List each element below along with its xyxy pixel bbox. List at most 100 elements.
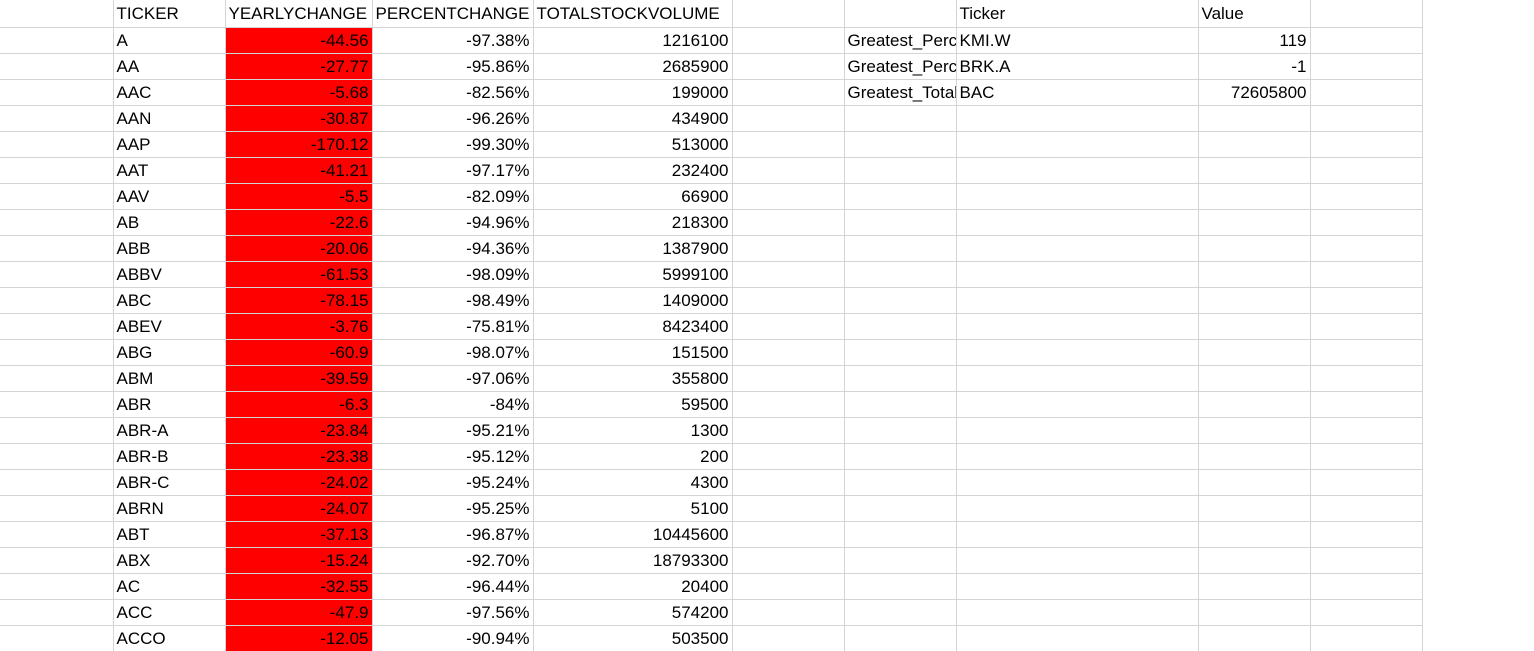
empty-cell[interactable] bbox=[956, 261, 1199, 288]
empty-cell[interactable] bbox=[1198, 235, 1311, 262]
summary-value[interactable]: -1 bbox=[1198, 53, 1311, 80]
empty-cell[interactable] bbox=[732, 599, 845, 626]
yearly-change-cell[interactable]: -39.59 bbox=[225, 365, 373, 392]
ticker-cell[interactable]: AA bbox=[113, 53, 226, 80]
empty-cell[interactable] bbox=[732, 287, 845, 314]
yearly-change-cell[interactable]: -30.87 bbox=[225, 105, 373, 132]
summary-ticker[interactable]: KMI.W bbox=[956, 27, 1199, 54]
row-gutter-cell[interactable] bbox=[0, 313, 114, 340]
volume-cell[interactable]: 4300 bbox=[533, 469, 733, 496]
yearly-change-cell[interactable]: -41.21 bbox=[225, 157, 373, 184]
empty-cell[interactable] bbox=[1198, 391, 1311, 418]
empty-cell[interactable] bbox=[844, 599, 957, 626]
row-gutter-cell[interactable] bbox=[0, 469, 114, 496]
empty-cell[interactable] bbox=[732, 79, 845, 106]
row-gutter-cell[interactable] bbox=[0, 391, 114, 418]
yearly-change-cell[interactable]: -24.02 bbox=[225, 469, 373, 496]
volume-cell[interactable]: 10445600 bbox=[533, 521, 733, 548]
volume-cell[interactable]: 355800 bbox=[533, 365, 733, 392]
empty-cell[interactable] bbox=[732, 495, 845, 522]
ticker-cell[interactable]: A bbox=[113, 27, 226, 54]
empty-cell[interactable] bbox=[956, 183, 1199, 210]
empty-cell[interactable] bbox=[1310, 27, 1423, 54]
empty-cell[interactable] bbox=[956, 547, 1199, 574]
percent-change-cell[interactable]: -95.24% bbox=[372, 469, 534, 496]
ticker-cell[interactable]: ABX bbox=[113, 547, 226, 574]
empty-cell[interactable] bbox=[1310, 53, 1423, 80]
empty-cell[interactable] bbox=[1198, 157, 1311, 184]
empty-cell[interactable] bbox=[732, 27, 845, 54]
percent-change-cell[interactable]: -99.30% bbox=[372, 131, 534, 158]
row-gutter-cell[interactable] bbox=[0, 547, 114, 574]
empty-cell[interactable] bbox=[844, 573, 957, 600]
empty-cell[interactable] bbox=[732, 339, 845, 366]
yearly-change-cell[interactable]: -24.07 bbox=[225, 495, 373, 522]
empty-cell[interactable] bbox=[844, 261, 957, 288]
empty-cell[interactable] bbox=[732, 365, 845, 392]
ticker-cell[interactable]: ABR bbox=[113, 391, 226, 418]
empty-cell[interactable] bbox=[844, 235, 957, 262]
empty-cell[interactable] bbox=[1310, 469, 1423, 496]
ticker-cell[interactable]: ACCO bbox=[113, 625, 226, 651]
ticker-cell[interactable]: AAT bbox=[113, 157, 226, 184]
empty-cell[interactable] bbox=[1310, 79, 1423, 106]
empty-cell[interactable] bbox=[1310, 521, 1423, 548]
volume-cell[interactable]: 59500 bbox=[533, 391, 733, 418]
empty-cell[interactable] bbox=[956, 573, 1199, 600]
empty-cell[interactable] bbox=[732, 0, 845, 28]
empty-cell[interactable] bbox=[956, 131, 1199, 158]
empty-cell[interactable] bbox=[1310, 235, 1423, 262]
row-gutter-cell[interactable] bbox=[0, 625, 114, 651]
empty-cell[interactable] bbox=[732, 313, 845, 340]
percent-change-cell[interactable]: -97.38% bbox=[372, 27, 534, 54]
empty-cell[interactable] bbox=[1310, 157, 1423, 184]
empty-cell[interactable] bbox=[732, 573, 845, 600]
empty-cell[interactable] bbox=[1198, 339, 1311, 366]
percent-change-cell[interactable]: -97.17% bbox=[372, 157, 534, 184]
ticker-cell[interactable]: ABBV bbox=[113, 261, 226, 288]
percent-change-cell[interactable]: -92.70% bbox=[372, 547, 534, 574]
volume-cell[interactable]: 503500 bbox=[533, 625, 733, 651]
yearly-change-cell[interactable]: -5.68 bbox=[225, 79, 373, 106]
volume-cell[interactable]: 513000 bbox=[533, 131, 733, 158]
empty-cell[interactable] bbox=[956, 443, 1199, 470]
empty-cell[interactable] bbox=[1310, 209, 1423, 236]
header-yearly-change[interactable]: YEARLYCHANGE bbox=[225, 0, 373, 28]
row-gutter-cell[interactable] bbox=[0, 339, 114, 366]
summary-label[interactable]: Greatest_Percent_increase bbox=[844, 27, 957, 54]
empty-cell[interactable] bbox=[956, 339, 1199, 366]
ticker-cell[interactable]: AAN bbox=[113, 105, 226, 132]
empty-cell[interactable] bbox=[732, 183, 845, 210]
yearly-change-cell[interactable]: -5.5 bbox=[225, 183, 373, 210]
yearly-change-cell[interactable]: -60.9 bbox=[225, 339, 373, 366]
empty-cell[interactable] bbox=[1198, 183, 1311, 210]
volume-cell[interactable]: 1409000 bbox=[533, 287, 733, 314]
empty-cell[interactable] bbox=[1310, 547, 1423, 574]
empty-cell[interactable] bbox=[1310, 573, 1423, 600]
empty-cell[interactable] bbox=[1198, 287, 1311, 314]
ticker-cell[interactable]: ABG bbox=[113, 339, 226, 366]
row-gutter-cell[interactable] bbox=[0, 0, 114, 28]
ticker-cell[interactable]: AB bbox=[113, 209, 226, 236]
row-gutter-cell[interactable] bbox=[0, 209, 114, 236]
volume-cell[interactable]: 5100 bbox=[533, 495, 733, 522]
row-gutter-cell[interactable] bbox=[0, 79, 114, 106]
empty-cell[interactable] bbox=[1310, 599, 1423, 626]
empty-cell[interactable] bbox=[1310, 417, 1423, 444]
empty-cell[interactable] bbox=[1310, 443, 1423, 470]
row-gutter-cell[interactable] bbox=[0, 235, 114, 262]
empty-cell[interactable] bbox=[1198, 261, 1311, 288]
percent-change-cell[interactable]: -97.56% bbox=[372, 599, 534, 626]
empty-cell[interactable] bbox=[956, 105, 1199, 132]
empty-cell[interactable] bbox=[732, 131, 845, 158]
row-gutter-cell[interactable] bbox=[0, 53, 114, 80]
empty-cell[interactable] bbox=[844, 339, 957, 366]
empty-cell[interactable] bbox=[844, 443, 957, 470]
empty-cell[interactable] bbox=[1310, 625, 1423, 651]
summary-header-ticker[interactable]: Ticker bbox=[956, 0, 1199, 28]
percent-change-cell[interactable]: -97.06% bbox=[372, 365, 534, 392]
volume-cell[interactable]: 66900 bbox=[533, 183, 733, 210]
summary-value[interactable]: 119 bbox=[1198, 27, 1311, 54]
row-gutter-cell[interactable] bbox=[0, 573, 114, 600]
empty-cell[interactable] bbox=[844, 469, 957, 496]
